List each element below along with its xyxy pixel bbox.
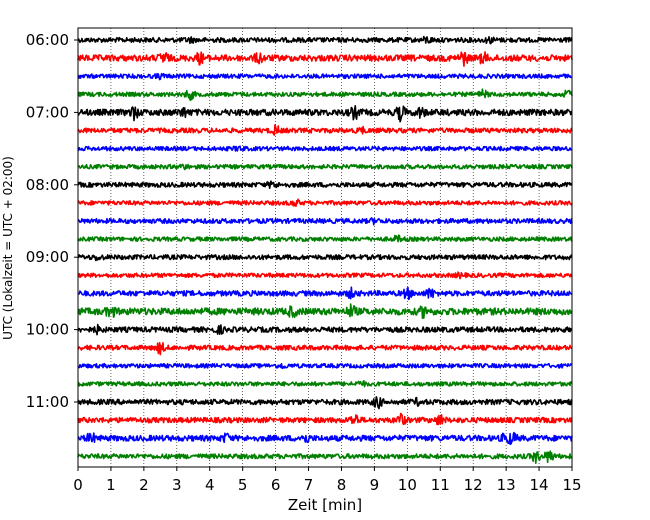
x-tick-label: 15 (562, 476, 581, 494)
x-tick-label: 0 (73, 476, 83, 494)
x-tick-label: 5 (238, 476, 248, 494)
x-tick-label: 7 (304, 476, 314, 494)
x-tick-label: 8 (337, 476, 347, 494)
seismogram-trace (77, 217, 573, 226)
x-tick-label: 12 (464, 476, 483, 494)
y-tick-label: 07:00 (26, 103, 69, 121)
seismogram-trace (77, 362, 573, 370)
seismogram-trace (77, 379, 573, 388)
y-tick-label: 08:00 (26, 176, 69, 194)
seismogram-trace (77, 180, 573, 190)
seismogram-trace (77, 431, 573, 445)
y-tick-label: 09:00 (26, 248, 69, 266)
seismogram-trace (77, 198, 573, 208)
seismogram-trace (77, 396, 573, 410)
plot-frame (77, 27, 573, 468)
x-axis-ticks: 0 1 2 3 4 5 6 7 8 9 10 11 12 13 14 15 (73, 467, 582, 494)
seismogram-trace (77, 450, 573, 464)
seismogram-trace (77, 341, 573, 356)
seismogram-trace (77, 145, 573, 152)
y-axis-label: UTC (Lokalzeit = UTC + 02:00) (1, 156, 15, 340)
x-tick-label: 9 (370, 476, 380, 494)
x-tick-label: 1 (106, 476, 116, 494)
seismogram-trace (77, 323, 573, 336)
seismogram-trace (77, 124, 573, 136)
x-tick-label: 4 (205, 476, 215, 494)
y-tick-label: 06:00 (26, 31, 69, 49)
seismogram-trace (77, 163, 573, 171)
seismogram-trace (77, 88, 573, 101)
x-tick-label: 11 (431, 476, 450, 494)
x-tick-label: 14 (530, 476, 549, 494)
seismogram-trace (77, 72, 573, 81)
x-tick-label: 6 (271, 476, 281, 494)
seismogram-trace (77, 271, 573, 280)
x-axis-label: Zeit [min] (288, 496, 362, 514)
y-tick-label: 10:00 (26, 321, 69, 339)
x-tick-label: 2 (139, 476, 149, 494)
vertical-grid (110, 28, 540, 467)
y-axis-ticks: 06:00 07:00 08:00 09:00 10:00 11:00 (26, 31, 78, 411)
seismogram-trace (77, 35, 573, 45)
seismogram-trace (77, 254, 573, 262)
x-tick-label: 3 (172, 476, 182, 494)
seismogram-trace (77, 412, 573, 426)
seismogram-traces (77, 35, 573, 464)
y-tick-label: 11:00 (26, 393, 69, 411)
x-tick-label: 10 (398, 476, 417, 494)
seismogram-trace (77, 234, 573, 243)
seismogram-trace (77, 303, 573, 319)
seismogram-trace (77, 104, 573, 123)
seismogram-trace (77, 51, 573, 67)
x-tick-label: 13 (497, 476, 516, 494)
seismogram-trace (77, 286, 573, 301)
